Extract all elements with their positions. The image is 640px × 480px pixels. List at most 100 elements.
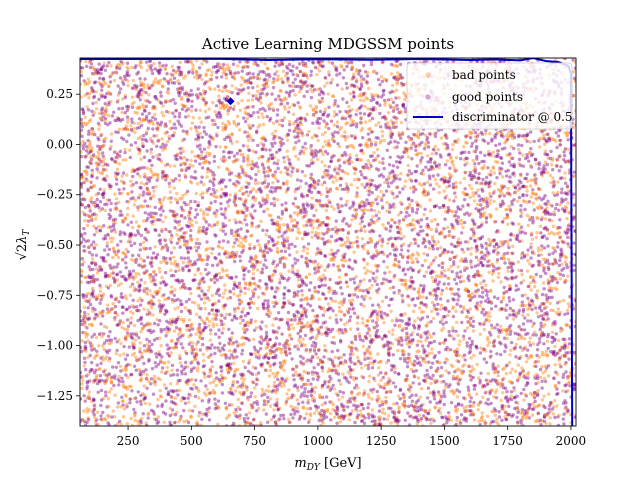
bad-point (422, 212, 426, 217)
good-point (489, 173, 493, 177)
good-point (265, 333, 269, 338)
bad-point (565, 134, 569, 138)
bad-point (234, 86, 238, 91)
good-point (103, 248, 107, 252)
bad-point (325, 190, 329, 194)
good-point (318, 109, 323, 114)
good-point (409, 275, 414, 280)
good-point (414, 169, 419, 174)
bad-point (347, 104, 351, 109)
good-point (116, 243, 120, 247)
bad-point (89, 196, 94, 200)
bad-point (280, 77, 284, 81)
bad-point (553, 363, 557, 367)
bad-point (380, 399, 384, 404)
bad-point (372, 221, 377, 225)
good-point (189, 206, 193, 211)
good-point (427, 265, 431, 270)
good-point (179, 299, 183, 303)
good-point (527, 200, 532, 204)
good-point (238, 407, 242, 411)
bad-point (251, 337, 256, 342)
bad-point (102, 157, 106, 161)
bad-point (305, 251, 310, 256)
good-point (222, 150, 226, 154)
good-point (429, 167, 433, 171)
bad-point (330, 77, 334, 82)
bad-point (261, 122, 266, 127)
bad-point (383, 411, 387, 416)
good-point (258, 70, 262, 74)
good-point (477, 172, 481, 176)
good-point (118, 379, 122, 384)
bad-point (194, 191, 198, 196)
good-point (267, 107, 272, 111)
bad-point (165, 330, 169, 335)
bad-point (223, 158, 228, 162)
good-point (213, 346, 217, 350)
good-point (463, 268, 467, 272)
bad-point (471, 329, 476, 333)
good-point (357, 72, 361, 76)
good-point (152, 134, 156, 138)
good-point (507, 404, 511, 408)
bad-point (224, 312, 229, 317)
bad-point (470, 315, 475, 320)
good-point (405, 210, 409, 215)
bad-point (310, 235, 314, 239)
good-point (185, 189, 190, 193)
bad-point (490, 409, 494, 414)
bad-point (247, 91, 251, 96)
bad-point (205, 175, 209, 179)
good-point (95, 363, 99, 367)
bad-point (412, 186, 416, 191)
bad-point (507, 204, 511, 209)
good-point (371, 271, 376, 275)
good-point (540, 292, 545, 297)
bad-point (537, 419, 541, 424)
bad-point (428, 198, 432, 202)
good-point (310, 335, 315, 339)
bad-point (370, 390, 374, 394)
good-point (287, 276, 291, 280)
good-point (279, 249, 284, 253)
good-point (216, 84, 220, 89)
bad-point (194, 332, 198, 336)
bad-point (316, 60, 321, 64)
bad-point (459, 218, 464, 223)
bad-point (388, 103, 392, 107)
good-point (328, 388, 332, 392)
bad-point (531, 342, 536, 346)
good-point (393, 385, 398, 389)
good-point (138, 77, 142, 81)
good-point (529, 130, 533, 134)
good-point (516, 287, 521, 291)
good-point (329, 418, 333, 422)
bad-point (224, 73, 228, 77)
bad-point (475, 362, 479, 367)
good-point (371, 310, 376, 314)
good-point (332, 341, 337, 345)
good-point (400, 293, 404, 298)
good-point (442, 282, 446, 286)
good-point (271, 239, 275, 243)
good-point (138, 283, 142, 287)
good-point (375, 389, 379, 394)
bad-point (421, 310, 426, 314)
bad-point (455, 347, 460, 351)
good-point (540, 379, 544, 383)
bad-point (323, 344, 327, 348)
bad-point (376, 373, 381, 377)
bad-point (380, 244, 384, 248)
bad-point (121, 320, 126, 325)
bad-point (368, 119, 372, 123)
bad-point (203, 109, 208, 114)
bad-point (403, 312, 407, 316)
bad-point (438, 406, 442, 411)
good-point (207, 406, 212, 410)
bad-point (296, 294, 300, 298)
good-point (189, 369, 193, 374)
good-point (149, 119, 153, 123)
bad-point (332, 415, 337, 420)
bad-point (346, 230, 351, 234)
